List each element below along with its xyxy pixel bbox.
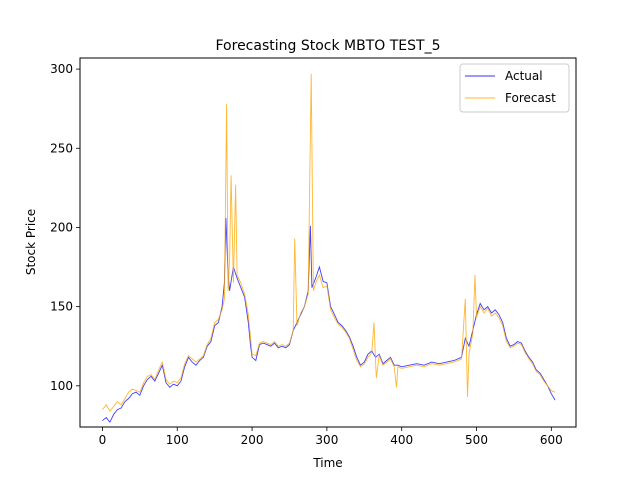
x-tick-label: 100 (166, 433, 189, 447)
series-line-forecast (102, 73, 556, 412)
y-tick-label: 100 (50, 379, 73, 393)
x-tick-label: 200 (241, 433, 264, 447)
plot-lines (102, 73, 556, 424)
y-tick-label: 300 (50, 62, 73, 76)
legend-label-actual: Actual (505, 69, 543, 83)
legend: Actual Forecast (459, 63, 570, 113)
y-tick-label: 150 (50, 300, 73, 314)
x-tick-label: 300 (315, 433, 338, 447)
x-axis-label: Time (312, 456, 342, 470)
y-axis-ticks: 100 150 200 250 300 (50, 62, 80, 393)
x-tick-label: 400 (390, 433, 413, 447)
x-tick-label: 600 (540, 433, 563, 447)
series-line-actual (102, 217, 556, 424)
x-tick-label: 500 (465, 433, 488, 447)
y-tick-label: 200 (50, 220, 73, 234)
plot-frame (79, 57, 577, 428)
y-tick-label: 250 (50, 141, 73, 155)
legend-label-forecast: Forecast (505, 91, 556, 105)
x-tick-label: 0 (99, 433, 107, 447)
chart-title: Forecasting Stock MBTO TEST_5 (216, 38, 441, 54)
y-axis-label: Stock Price (24, 209, 38, 275)
x-axis-ticks: 0 100 200 300 400 500 600 (99, 427, 563, 447)
